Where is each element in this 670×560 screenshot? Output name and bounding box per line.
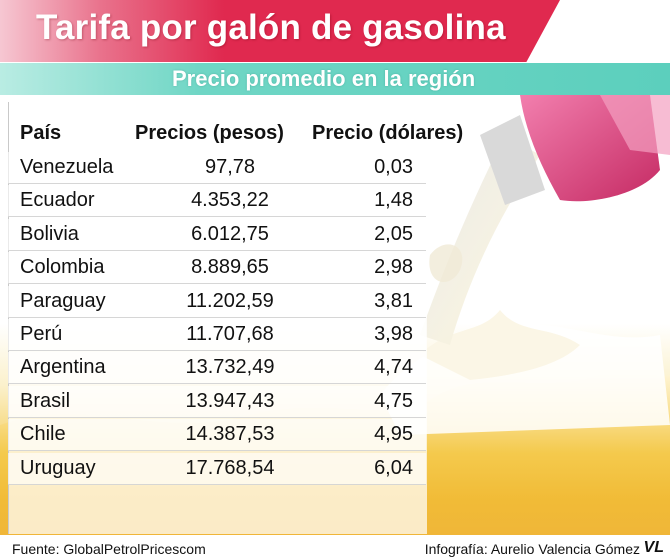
- cell-pesos: 13.732,49: [185, 356, 275, 379]
- page-title: Tarifa por galón de gasolina: [36, 8, 506, 47]
- cell-pesos: 4.353,22: [191, 189, 269, 212]
- footer: Fuente: GlobalPetrolPricescom Infografía…: [0, 536, 670, 560]
- cell-country: Paraguay: [20, 289, 106, 312]
- cell-dollars: 4,75: [374, 389, 413, 412]
- cell-pesos: 6.012,75: [191, 222, 269, 245]
- header-dollars: Precio (dólares): [312, 122, 464, 144]
- cell-dollars: 4,74: [374, 356, 413, 379]
- cell-pesos: 14.387,53: [185, 423, 275, 446]
- cell-country: Venezuela: [20, 156, 114, 178]
- cell-pesos: 97,78: [204, 156, 256, 178]
- table-row: Bolivia 6.012,75 2,05: [8, 218, 426, 251]
- cell-dollars: 2,98: [374, 256, 413, 279]
- cell-country: Bolivia: [20, 222, 79, 245]
- cell-country: Colombia: [20, 256, 105, 279]
- cell-country: Brasil: [20, 389, 71, 412]
- credit-note: Infografía: Aurelio Valencia Gómez: [424, 541, 640, 557]
- cell-dollars: 0,03: [374, 156, 413, 178]
- cell-dollars: 6,04: [374, 456, 413, 479]
- table-row: Argentina 13.732,49 4,74: [8, 352, 426, 385]
- table-row: Brasil 13.947,43 4,75: [8, 385, 426, 418]
- header-country: País: [20, 122, 62, 144]
- cell-country: Uruguay: [20, 456, 96, 479]
- table-header: País Precios (pesos) Precio (dólares): [20, 122, 480, 150]
- cell-country: Chile: [20, 423, 66, 446]
- header-pesos: Precios (pesos): [135, 122, 284, 144]
- cell-pesos: 17.768,54: [185, 456, 275, 479]
- cell-country: Argentina: [20, 356, 106, 379]
- cell-dollars: 1,48: [374, 189, 413, 212]
- page-subtitle: Precio promedio en la región: [172, 66, 476, 91]
- cell-dollars: 3,81: [374, 289, 413, 312]
- source-note: Fuente: GlobalPetrolPricescom: [12, 541, 206, 557]
- publisher-logo: VL: [643, 539, 664, 556]
- price-table: Venezuela 97,78 0,03 Ecuador 4.353,22 1,…: [8, 152, 426, 486]
- cell-pesos: 11.707,68: [186, 322, 274, 345]
- subtitle-banner: [0, 63, 670, 95]
- table-row: Perú 11.707,68 3,98: [8, 318, 426, 351]
- cell-dollars: 4,95: [374, 423, 413, 446]
- table-row: Ecuador 4.353,22 1,48: [8, 185, 426, 218]
- cell-pesos: 8.889,65: [191, 256, 269, 279]
- cell-country: Perú: [20, 322, 63, 345]
- table-row: Uruguay 17.768,54 6,04: [8, 452, 426, 485]
- cell-country: Ecuador: [20, 189, 95, 212]
- cell-dollars: 3,98: [374, 322, 413, 345]
- table-row: Venezuela 97,78 0,03: [8, 152, 426, 184]
- cell-pesos: 13.947,43: [185, 389, 275, 412]
- cell-pesos: 11.202,59: [186, 289, 274, 312]
- title-banner: [0, 0, 560, 62]
- cell-dollars: 2,05: [374, 222, 413, 245]
- table-row: Colombia 8.889,65 2,98: [8, 252, 426, 285]
- table-row: Chile 14.387,53 4,95: [8, 419, 426, 452]
- table-row: Paraguay 11.202,59 3,81: [8, 285, 426, 318]
